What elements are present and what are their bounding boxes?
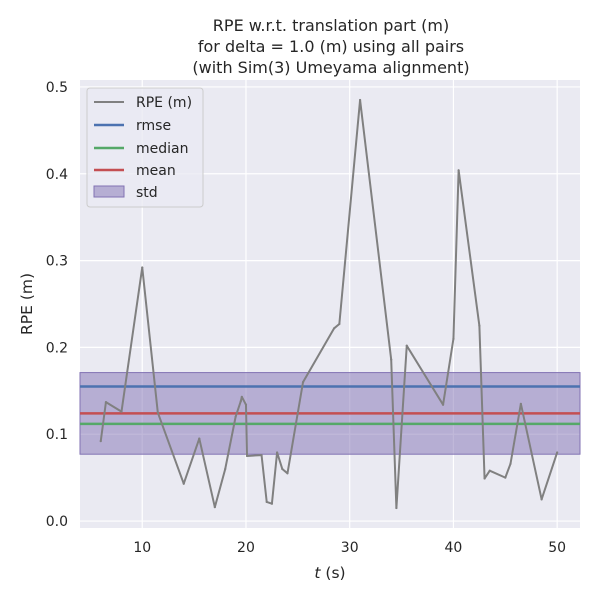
legend-entry-rpe: RPE (m) <box>94 95 192 111</box>
y-tick-label-5: 0.5 <box>46 80 68 96</box>
chart-title: RPE w.r.t. translation part (m) for delt… <box>192 16 469 77</box>
rpe-point-6 <box>198 437 201 440</box>
chart-title-line-1: RPE w.r.t. translation part (m) <box>213 16 449 35</box>
x-tick-label-0: 10 <box>133 540 151 556</box>
x-tick-label-1: 20 <box>237 540 255 556</box>
legend-entry-rmse: rmse <box>94 118 171 134</box>
stat-lines <box>80 385 580 426</box>
rpe-point-25 <box>395 506 398 510</box>
y-axis-label: RPE (m) <box>18 273 36 335</box>
legend: RPE (m) rmse median mean std <box>86 87 204 208</box>
legend-label-std: std <box>136 185 158 201</box>
rpe-point-16 <box>270 502 274 505</box>
legend-label-mean: mean <box>136 163 176 179</box>
rpe-point-10 <box>239 400 242 403</box>
legend-entry-median: median <box>94 141 188 157</box>
legend-swatch-std <box>93 185 125 198</box>
rpe-point-19 <box>286 472 289 475</box>
rpe-point-7 <box>213 506 216 509</box>
rpe-point-31 <box>483 477 486 480</box>
rpe-point-4 <box>156 411 159 414</box>
rpe-point-35 <box>519 402 522 405</box>
rpe-point-33 <box>504 476 507 479</box>
rpe-point-32 <box>488 469 491 472</box>
y-tick-label-0: 0.0 <box>46 514 68 530</box>
rpe-point-9 <box>234 415 237 418</box>
rpe-point-13 <box>245 454 249 458</box>
rpe-point-1 <box>104 401 108 404</box>
rpe-point-30 <box>478 324 481 327</box>
rpe-point-3 <box>141 266 144 269</box>
legend-label-rmse: rmse <box>136 118 171 134</box>
x-axis-label: t (s) <box>314 564 345 582</box>
chart-title-line-3: (with Sim(3) Umeyama alignment) <box>192 58 469 77</box>
x-tick-labels: 10 20 30 40 50 <box>133 540 566 556</box>
y-tick-labels: 0.0 0.1 0.2 0.3 0.4 0.5 <box>46 80 68 530</box>
rpe-point-36 <box>540 498 543 501</box>
rpe-point-26 <box>405 344 408 347</box>
chart-title-line-2: for delta = 1.0 (m) using all pairs <box>198 37 464 56</box>
x-tick-label-4: 50 <box>548 540 566 556</box>
rpe-point-21 <box>333 327 336 330</box>
rpe-point-15 <box>265 500 268 504</box>
legend-entry-std: std <box>93 185 158 201</box>
series-layer <box>99 98 559 510</box>
legend-entry-mean: mean <box>94 163 176 179</box>
legend-label-median: median <box>136 141 188 157</box>
rpe-point-14 <box>260 453 263 457</box>
y-tick-label-2: 0.2 <box>46 340 68 356</box>
rpe-point-20 <box>301 381 305 384</box>
rpe-point-23 <box>358 98 362 102</box>
legend-label-rpe: RPE (m) <box>136 95 192 111</box>
rpe-point-8 <box>224 467 227 471</box>
x-tick-label-2: 30 <box>341 540 359 556</box>
rpe-point-11 <box>240 395 243 398</box>
rpe-point-24 <box>390 358 393 361</box>
rpe-point-17 <box>275 451 279 454</box>
y-tick-label-4: 0.4 <box>46 167 68 183</box>
rpe-point-22 <box>338 322 341 326</box>
rpe-point-5 <box>182 482 185 485</box>
rpe-point-12 <box>244 403 248 406</box>
rpe-point-2 <box>120 410 123 413</box>
rpe-point-27 <box>441 403 445 406</box>
y-tick-label-3: 0.3 <box>46 254 68 270</box>
rpe-point-18 <box>281 467 284 471</box>
rpe-series-line <box>99 98 559 510</box>
rpe-point-29 <box>457 169 460 172</box>
grid <box>80 80 580 528</box>
rpe-point-28 <box>452 337 455 340</box>
y-tick-label-1: 0.1 <box>46 427 68 443</box>
rpe-point-37 <box>556 451 559 454</box>
rpe-point-0 <box>99 440 102 443</box>
legend-frame <box>86 87 204 208</box>
x-tick-label-3: 40 <box>445 540 463 556</box>
rpe-point-34 <box>509 462 512 465</box>
